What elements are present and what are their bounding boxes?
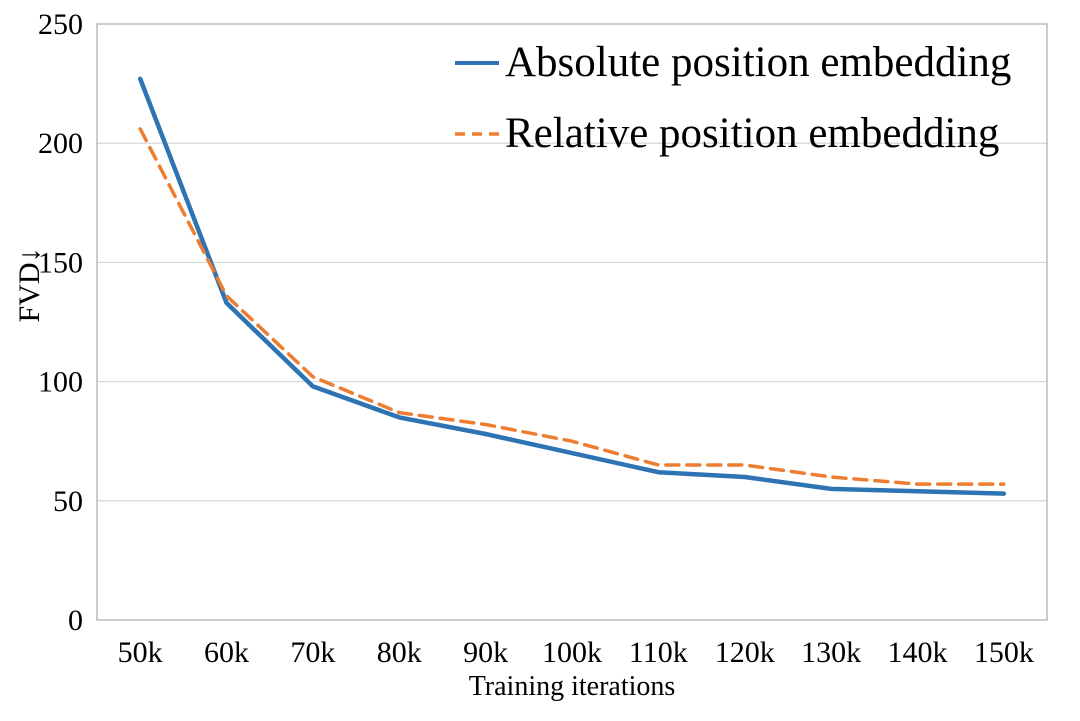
x-tick-label-110k: 110k xyxy=(629,636,688,669)
x-tick-label-80k: 80k xyxy=(377,636,422,669)
x-tick-label-60k: 60k xyxy=(204,636,249,669)
y-tick-label-100: 100 xyxy=(38,366,83,399)
x-tick-label-70k: 70k xyxy=(290,636,335,669)
x-axis-title: Training iterations xyxy=(468,671,676,702)
y-tick-label-150: 150 xyxy=(38,246,83,279)
legend-item-relative: Relative position embedding xyxy=(452,107,1011,161)
x-tick-label-120k: 120k xyxy=(715,636,775,669)
y-tick-label-250: 250 xyxy=(38,8,83,41)
series-line-absolute-position-embedding xyxy=(137,76,1007,496)
y-axis-title: FVD↓ xyxy=(13,247,46,323)
y-tick-label-200: 200 xyxy=(38,127,83,160)
series-line-relative-position-embedding xyxy=(138,127,1006,486)
legend-line-sample-solid xyxy=(455,61,499,65)
x-tick-label-130k: 130k xyxy=(801,636,861,669)
plot-border xyxy=(96,23,1048,621)
legend: Absolute position embedding Relative pos… xyxy=(452,36,1011,161)
x-tick-label-90k: 90k xyxy=(463,636,508,669)
legend-label-relative: Relative position embedding xyxy=(505,110,1000,157)
y-tick-label-50: 50 xyxy=(53,485,83,518)
legend-item-absolute: Absolute position embedding xyxy=(452,36,1011,90)
x-tick-label-50k: 50k xyxy=(118,636,163,669)
x-tick-label-150k: 150k xyxy=(974,636,1034,669)
legend-label-absolute: Absolute position embedding xyxy=(505,39,1012,86)
x-tick-label-140k: 140k xyxy=(887,636,947,669)
legend-line-sample-dashed xyxy=(455,132,499,136)
y-tick-label-0: 0 xyxy=(68,604,83,637)
x-tick-label-100k: 100k xyxy=(542,636,602,669)
